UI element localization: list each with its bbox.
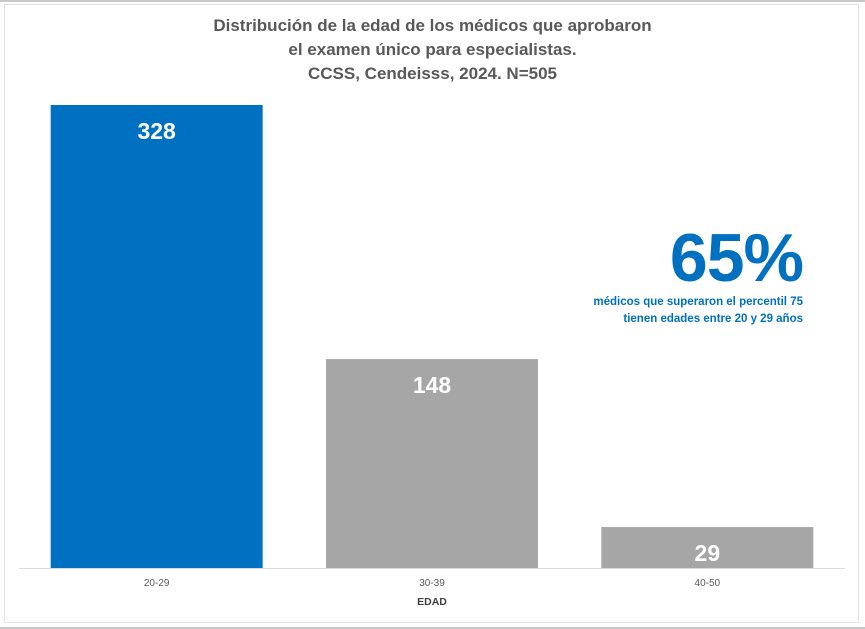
x-tick-label-40-50: 40-50 [695,578,721,589]
bar-20-29 [50,105,263,568]
chart-title: Distribución de la edad de los médicos q… [0,14,865,86]
bar-30-39 [326,359,538,568]
x-tick-label-30-39: 30-39 [419,578,445,589]
chart-title-line-3: CCSS, Cendeisss, 2024. N=505 [308,64,557,83]
bottom-border [0,627,865,629]
annotation-line-1: médicos que superaron el percentil 75 [593,296,803,308]
x-axis-title: EDAD [417,596,447,608]
data-label-40-50: 29 [695,540,721,566]
top-border [0,0,865,2]
annotation-line-2: tienen edades entre 20 y 29 años [623,313,803,325]
x-tick-label-20-29: 20-29 [144,578,170,589]
annotation-value: 65% [669,220,804,296]
data-label-30-39: 148 [413,372,452,398]
bar-40-50 [601,527,814,568]
annotation-callout: 65% médicos que superaron el percentil 7… [593,220,804,328]
data-label-20-29: 328 [137,118,176,144]
chart-title-line-2: el examen único para especialistas. [288,40,577,59]
chart-title-line-1: Distribución de la edad de los médicos q… [213,16,652,35]
